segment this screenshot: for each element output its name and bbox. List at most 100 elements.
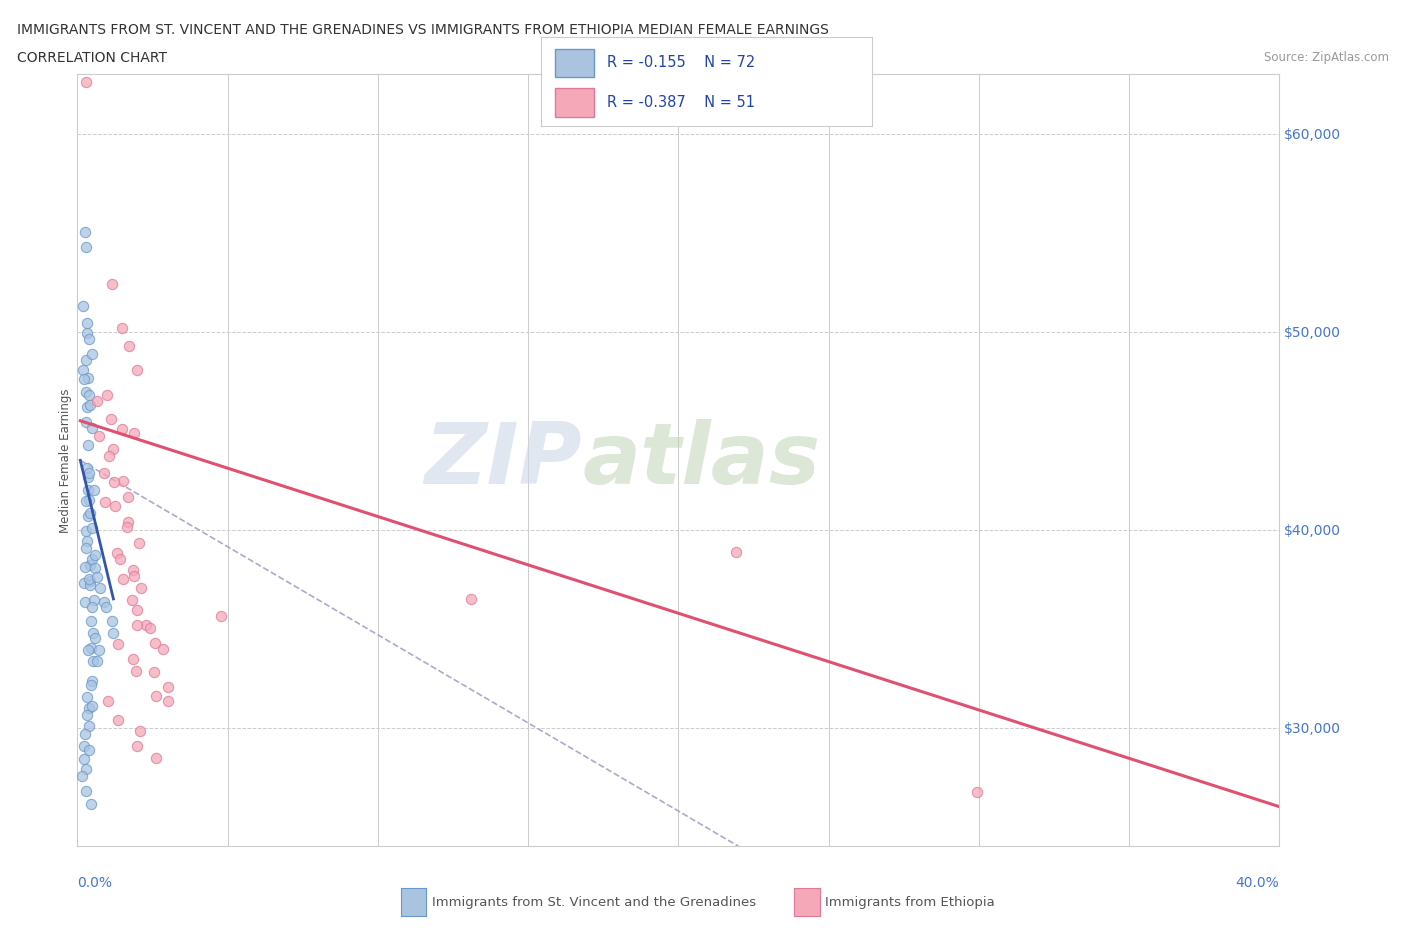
Point	[111, 421, 134, 436]
Point	[79, 700, 101, 715]
Point	[93, 465, 115, 480]
Point	[143, 635, 166, 650]
Point	[82, 626, 104, 641]
Point	[117, 489, 139, 504]
Point	[725, 544, 748, 559]
Point	[75, 762, 97, 777]
Point	[97, 694, 120, 709]
Point	[127, 603, 149, 618]
Point	[125, 664, 148, 679]
Point	[76, 534, 98, 549]
Point	[76, 690, 98, 705]
Point	[77, 470, 100, 485]
Point	[460, 591, 482, 606]
Point	[145, 688, 167, 703]
Point	[76, 643, 98, 658]
Text: Source: ZipAtlas.com: Source: ZipAtlas.com	[1264, 51, 1389, 64]
Point	[138, 621, 160, 636]
Point	[70, 769, 93, 784]
Point	[79, 397, 101, 412]
Point	[93, 495, 115, 510]
Text: 40.0%: 40.0%	[1236, 876, 1279, 890]
Point	[80, 678, 103, 693]
Point	[93, 594, 115, 609]
Point	[145, 751, 167, 765]
Point	[75, 384, 97, 399]
Y-axis label: Median Female Earnings: Median Female Earnings	[59, 388, 72, 533]
Point	[107, 712, 129, 727]
Point	[100, 412, 122, 427]
Point	[76, 371, 98, 386]
Point	[73, 751, 96, 766]
Point	[73, 738, 96, 753]
Point	[79, 578, 101, 592]
Point	[83, 631, 105, 645]
Point	[75, 494, 97, 509]
Point	[75, 594, 97, 609]
Point	[76, 326, 98, 340]
Point	[83, 592, 105, 607]
Point	[112, 473, 135, 488]
Point	[152, 641, 174, 656]
Point	[80, 521, 103, 536]
Point	[79, 506, 101, 521]
Text: atlas: atlas	[582, 418, 820, 502]
Point	[77, 742, 100, 757]
Point	[115, 519, 138, 534]
Point	[86, 654, 108, 669]
Text: R = -0.387    N = 51: R = -0.387 N = 51	[607, 95, 755, 110]
Point	[76, 315, 98, 330]
Point	[79, 493, 101, 508]
Point	[157, 680, 180, 695]
Point	[80, 551, 103, 566]
Point	[122, 568, 145, 583]
Point	[128, 724, 150, 738]
Point	[96, 600, 118, 615]
Point	[104, 498, 127, 513]
Point	[142, 665, 165, 680]
Point	[105, 546, 128, 561]
Point	[75, 524, 97, 538]
Point	[79, 574, 101, 589]
Point	[107, 637, 129, 652]
Point	[96, 388, 118, 403]
Point	[75, 239, 97, 254]
Point	[111, 571, 134, 586]
Point	[110, 551, 132, 566]
Point	[100, 614, 122, 629]
Point	[97, 448, 120, 463]
Point	[75, 415, 97, 430]
Point	[83, 547, 105, 562]
Point	[129, 580, 152, 595]
Point	[77, 718, 100, 733]
Point	[77, 438, 100, 453]
Point	[122, 652, 145, 667]
Point	[76, 400, 98, 415]
Point	[110, 321, 132, 336]
Point	[75, 784, 97, 799]
Point	[75, 352, 97, 367]
Point	[966, 785, 988, 800]
Text: Immigrants from St. Vincent and the Grenadines: Immigrants from St. Vincent and the Gren…	[432, 896, 756, 909]
Point	[118, 339, 141, 353]
Point	[73, 225, 96, 240]
Point	[77, 571, 100, 586]
Point	[73, 726, 96, 741]
Point	[101, 626, 124, 641]
Point	[84, 561, 107, 576]
Point	[73, 371, 96, 386]
Text: Immigrants from Ethiopia: Immigrants from Ethiopia	[825, 896, 995, 909]
Point	[103, 474, 125, 489]
Point	[76, 707, 98, 722]
Point	[86, 569, 108, 584]
Point	[209, 608, 232, 623]
Point	[82, 346, 104, 361]
Point	[72, 299, 94, 313]
Point	[122, 563, 145, 578]
Point	[79, 613, 101, 628]
Point	[72, 363, 94, 378]
Point	[117, 514, 139, 529]
Point	[86, 393, 108, 408]
Point	[79, 558, 101, 573]
Text: R = -0.155    N = 72: R = -0.155 N = 72	[607, 55, 755, 71]
